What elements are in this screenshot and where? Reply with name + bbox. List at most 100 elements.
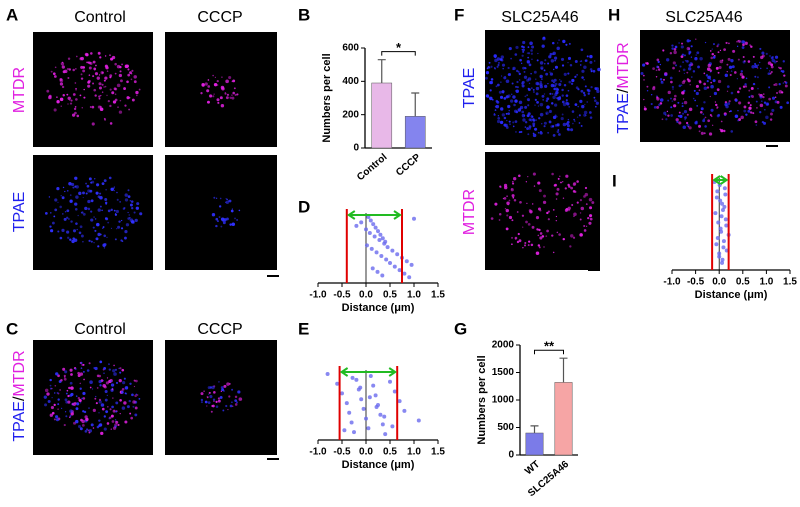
micrograph-signal [532, 88, 535, 91]
micrograph-signal [532, 133, 537, 138]
micrograph-signal [104, 76, 108, 80]
micrograph-signal [99, 56, 102, 59]
micrograph-signal [539, 61, 544, 65]
micrograph-signal [231, 388, 234, 391]
micrograph-signal [207, 85, 211, 88]
micrograph-signal [554, 56, 558, 60]
micrograph-signal [221, 86, 225, 91]
micrograph-signal [486, 67, 489, 70]
micrograph-signal [524, 121, 528, 124]
micrograph-signal [513, 199, 517, 202]
micrograph-signal [503, 76, 507, 80]
micrograph-signal [674, 94, 677, 98]
micrograph-signal [220, 225, 223, 228]
micrograph-signal [494, 105, 497, 108]
micrograph-signal [85, 192, 88, 195]
micrograph-signal [526, 202, 528, 205]
micrograph-signal [737, 58, 740, 61]
micrograph-signal [86, 61, 88, 64]
micrograph-signal [527, 87, 530, 90]
micrograph-signal [724, 101, 728, 104]
micrograph-signal [561, 94, 564, 97]
point [402, 271, 407, 276]
micrograph-signal [570, 234, 574, 238]
micrograph-signal [548, 120, 552, 124]
micrograph-signal [538, 246, 541, 249]
micrograph-signal [69, 381, 73, 385]
micrograph-signal [678, 42, 680, 44]
micrograph-signal [726, 63, 729, 66]
micrograph-signal [547, 210, 550, 213]
micrograph-signal [118, 379, 122, 383]
micrograph-signal [505, 112, 508, 115]
micrograph-signal [98, 380, 102, 384]
micrograph-signal [766, 67, 768, 70]
x-tick-label: CCCP [394, 152, 423, 179]
x-tick-label: 1.0 [759, 277, 773, 288]
micrograph-signal [660, 80, 664, 85]
micrograph-signal [522, 48, 525, 52]
point [721, 245, 726, 250]
micrograph-signal [67, 394, 70, 398]
micrograph-signal [49, 387, 52, 390]
micrograph-signal [543, 194, 546, 198]
micrograph-signal [123, 401, 127, 405]
micrograph-signal [710, 56, 714, 60]
micrograph-signal [104, 64, 108, 68]
micrograph-signal [556, 46, 560, 51]
column-label: Control [74, 9, 126, 26]
micrograph-signal [138, 88, 141, 91]
micrograph-signal [56, 100, 60, 104]
micrograph-signal [704, 125, 707, 128]
micrograph-signal [85, 182, 88, 185]
micrograph-signal [66, 209, 70, 213]
micrograph-signal [659, 78, 663, 81]
micrograph-signal [552, 95, 556, 100]
micrograph-signal [688, 126, 692, 130]
micrograph-signal [742, 85, 746, 89]
micrograph-signal [567, 61, 569, 64]
point [409, 262, 414, 267]
micrograph-signal [512, 95, 516, 99]
micrograph-signal [495, 85, 498, 88]
micrograph-signal [559, 79, 561, 81]
micrograph-signal [586, 88, 590, 92]
micrograph-signal [500, 75, 503, 77]
micrograph-signal [209, 395, 213, 399]
micrograph-signal [106, 94, 108, 97]
micrograph-signal [75, 89, 77, 91]
micrograph-signal [674, 45, 678, 49]
micrograph-signal [71, 239, 75, 244]
micrograph-signal [664, 71, 668, 76]
micrograph-signal [545, 111, 549, 115]
micrograph-signal [524, 105, 528, 109]
point [354, 223, 359, 228]
micrograph-signal [488, 67, 491, 69]
micrograph-signal [530, 87, 533, 90]
micrograph-signal [524, 241, 527, 245]
micrograph-signal [44, 211, 48, 215]
micrograph-signal [776, 60, 778, 63]
micrograph-signal [129, 203, 133, 207]
point [713, 211, 718, 216]
micrograph-signal [560, 117, 564, 121]
micrograph-signal [78, 424, 82, 429]
micrograph-signal [643, 79, 645, 81]
micrograph-signal [207, 396, 209, 399]
micrograph-signal [49, 384, 52, 387]
micrograph-signal [698, 130, 701, 133]
micrograph-signal [55, 418, 59, 422]
micrograph-signal [229, 223, 232, 226]
micrograph-signal [574, 75, 577, 79]
micrograph-signal [61, 228, 65, 232]
micrograph-signal [220, 390, 222, 392]
micrograph-signal [728, 65, 733, 69]
micrograph-signal [494, 67, 496, 70]
micrograph-signal [507, 66, 510, 70]
micrograph-signal [75, 178, 78, 180]
micrograph-signal [667, 99, 670, 102]
micrograph-signal [68, 68, 72, 71]
micrograph-signal [115, 401, 119, 405]
micrograph-signal [663, 78, 665, 81]
